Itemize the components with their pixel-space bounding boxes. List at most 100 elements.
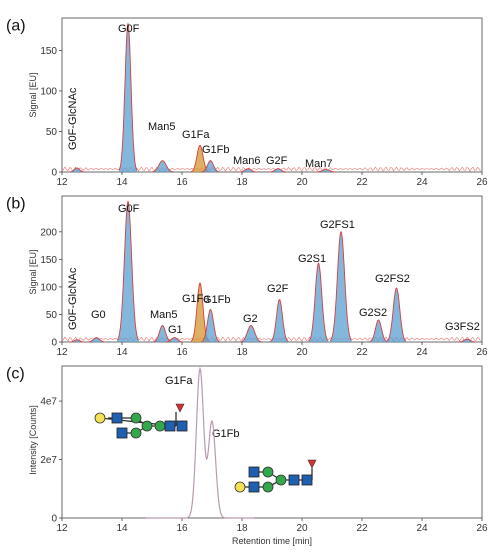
y-tick-label: 100	[40, 86, 57, 97]
peak-line-g1fb	[201, 160, 220, 173]
x-tick-label: 24	[416, 523, 428, 534]
x-tick-label: 14	[116, 523, 128, 534]
y-tick-label: 50	[46, 127, 58, 138]
peak-label-man5: Man5	[148, 121, 176, 133]
peak-label-g0f: G0F	[118, 203, 140, 215]
x-tick-label: 14	[116, 177, 128, 188]
peak-line-g1	[165, 337, 184, 343]
peak-line-man7	[315, 169, 337, 173]
x-tick-label: 12	[56, 177, 68, 188]
panel-label: (c)	[6, 365, 25, 382]
peak-label-g1fa: G1Fa	[182, 129, 210, 141]
peak-label-g2s1: G2S1	[298, 253, 326, 265]
x-tick-label: 18	[236, 177, 248, 188]
peak-label-g2fs2: G2FS2	[375, 273, 410, 285]
x-tick-label: 26	[476, 347, 488, 358]
x-tick-label: 24	[416, 177, 428, 188]
x-tick-label: 26	[476, 177, 488, 188]
y-tick-label: 150	[40, 46, 57, 57]
peak-line-g2s1	[308, 262, 329, 342]
panel-label: (b)	[6, 195, 26, 212]
y-tick-label: 50	[46, 310, 58, 321]
peak-label-g1fa: G1Fa	[182, 293, 210, 305]
peak-line-g2	[240, 325, 262, 343]
x-tick-label: 22	[356, 347, 368, 358]
x-tick-label: 22	[356, 523, 368, 534]
y-tick-label: 150	[40, 255, 57, 266]
peak-line-g0	[87, 337, 106, 343]
y-tick-label: 0	[51, 168, 57, 179]
peak-line-g0f-glcnac	[69, 339, 85, 343]
peak-area-g2fs1	[330, 231, 352, 342]
peak-label-g1fb: G1Fb	[203, 294, 231, 306]
x-tick-label: 20	[296, 177, 308, 188]
x-tick-label: 12	[56, 523, 68, 534]
peak-area-g0f	[119, 23, 137, 173]
peak-area-g1fa	[191, 145, 209, 172]
chart-panel-1: 12 14 16 18 20 22 24 26 0 50 100 150 200 Signal [EU] (…	[6, 195, 488, 358]
peak-label-g1fa: G1Fa	[165, 375, 193, 387]
peak-line-g2fs1	[329, 230, 352, 342]
x-tick-label: 16	[176, 347, 188, 358]
peak-label-g1fb: G1Fb	[212, 428, 240, 440]
ms-trace	[146, 366, 254, 519]
peak-area-g2fs2	[386, 288, 407, 342]
x-tick-label: 24	[416, 347, 428, 358]
panel-label: (a)	[6, 17, 26, 34]
peak-line-g0f	[118, 22, 138, 171]
glycan-g1fa-icon	[94, 403, 188, 439]
peak-label-g2fs1: G2FS1	[320, 219, 355, 231]
x-tick-label: 20	[296, 523, 308, 534]
chart-panel-0: 12 14 16 18 20 22 24 26 0 50 100 150 Signal [EU] (a) G…	[6, 17, 488, 188]
y-axis-label: Signal [EU]	[28, 72, 38, 117]
peak-line-man5	[151, 160, 173, 173]
peak-label-g3fs2: G3FS2	[445, 321, 480, 333]
peak-line-g0f-glcnac	[69, 167, 85, 173]
peak-area-g0f	[117, 201, 139, 342]
peak-label-g0: G0	[91, 309, 106, 321]
y-tick-label: 0	[51, 514, 57, 525]
x-axis-label: Retention time [min]	[232, 536, 312, 546]
y-tick-label: 100	[40, 282, 57, 293]
peak-label-g2s2: G2S2	[359, 307, 387, 319]
peak-label-man7: Man7	[305, 158, 333, 170]
peak-area-man5	[153, 325, 172, 342]
peak-line-g3fs2	[458, 338, 476, 343]
peak-line-g2f	[270, 299, 289, 342]
peak-area-g2s2	[369, 320, 388, 342]
peak-label-g0f-glcnac: G0F-GlcNAc	[67, 87, 79, 150]
y-tick-label: 4e7	[40, 397, 57, 408]
x-tick-label: 18	[236, 523, 248, 534]
peak-label-g0f-glcnac: G0F-GlcNAc	[67, 267, 79, 330]
peak-label-man5: Man5	[150, 309, 178, 321]
y-tick-label: 2e7	[40, 455, 57, 466]
peak-line-man5	[153, 325, 172, 343]
glycan-g1fb-icon	[234, 459, 317, 493]
peak-line-g0f	[116, 200, 139, 341]
x-tick-label: 16	[176, 523, 188, 534]
peak-line-man6	[238, 168, 258, 173]
x-tick-label: 22	[356, 177, 368, 188]
plot-frame	[61, 365, 483, 519]
y-axis-label: Signal [EU]	[28, 249, 38, 294]
x-tick-label: 20	[296, 347, 308, 358]
peak-area-g1fa	[191, 283, 209, 342]
peak-label-g2: G2	[243, 313, 258, 325]
peak-label-man6: Man6	[233, 155, 261, 167]
x-tick-label: 26	[476, 523, 488, 534]
peak-label-g2f: G2F	[267, 283, 289, 295]
peak-line-g1fb	[201, 308, 220, 343]
peak-area-g2	[240, 325, 262, 342]
y-tick-label: 0	[51, 338, 57, 349]
peak-line-g2f	[268, 168, 288, 173]
peak-line-g2fs2	[386, 287, 407, 342]
x-tick-label: 16	[176, 177, 188, 188]
peak-line-g2s2	[369, 319, 388, 343]
peak-label-g1: G1	[168, 324, 183, 336]
peak-label-g0f: G0F	[118, 23, 140, 35]
y-axis-label: Intensity [Counts]	[28, 405, 38, 475]
x-tick-label: 14	[116, 347, 128, 358]
peak-area-g1fb	[201, 309, 220, 342]
peak-area-g2s1	[308, 263, 329, 342]
